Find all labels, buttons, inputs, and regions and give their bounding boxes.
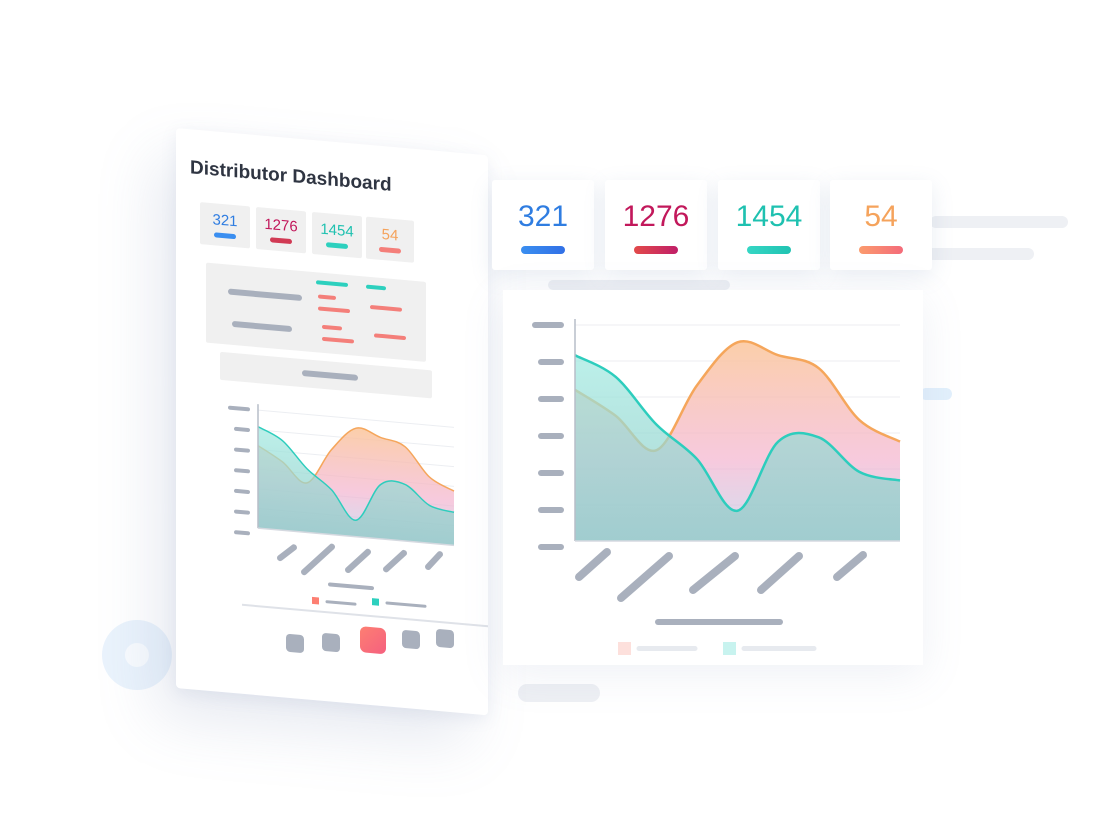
stat-value: 321 (212, 211, 238, 231)
stat-value: 1454 (735, 200, 803, 233)
stat-value: 1454 (320, 220, 354, 241)
series-line (574, 354, 901, 513)
decorative-line (548, 280, 730, 290)
placeholder-text (366, 284, 386, 291)
tab-icon-home[interactable] (286, 633, 304, 654)
y-tick-label (234, 426, 250, 432)
placeholder-text (228, 288, 302, 302)
tab-icon-settings[interactable] (436, 628, 454, 649)
stat-bar (270, 237, 292, 245)
stat-value: 321 (517, 200, 569, 233)
x-tick-label (757, 552, 803, 594)
y-tick-label (234, 447, 250, 453)
stat-bar (747, 246, 791, 254)
stat-card[interactable]: 321 (200, 202, 250, 249)
stat-bar (521, 246, 565, 254)
decorative-line (920, 388, 952, 400)
stat-value: 1276 (264, 215, 298, 236)
legend-label (325, 600, 357, 606)
series-line (257, 426, 455, 521)
stat-value: 54 (864, 200, 898, 233)
desktop-area-chart (532, 319, 901, 655)
stat-card[interactable]: 1276 (256, 206, 306, 254)
decorative-ring (102, 620, 172, 690)
tab-icon-messages[interactable] (402, 629, 420, 650)
series-area (575, 355, 900, 541)
placeholder-text (318, 306, 350, 314)
stat-bar (379, 246, 401, 254)
stat-card[interactable]: 1276 (605, 180, 707, 270)
placeholder-text (302, 370, 358, 381)
legend-swatch (618, 642, 631, 655)
series-area (258, 426, 454, 546)
mobile-screen: Distributor Dashboard 321 1276 1454 54 (176, 128, 488, 716)
decorative-line (930, 216, 1068, 228)
x-tick-label (617, 552, 673, 602)
x-tick-label (301, 543, 335, 576)
mobile-area-chart (228, 404, 455, 608)
placeholder-text (322, 336, 354, 344)
stat-bar (326, 242, 348, 250)
stat-bar (214, 232, 236, 240)
placeholder-text (322, 324, 342, 331)
stat-card[interactable]: 54 (366, 216, 414, 263)
x-tick-label (425, 551, 443, 571)
page-title: Distributor Dashboard (190, 157, 392, 196)
y-tick-label (234, 488, 250, 494)
stat-card[interactable]: 1454 (718, 180, 820, 270)
stat-bar (634, 246, 678, 254)
x-axis (258, 527, 454, 547)
legend-swatch (723, 642, 736, 655)
stat-value: 54 (381, 225, 399, 245)
x-tick-label (689, 552, 739, 594)
placeholder-text (318, 294, 336, 300)
gridline (258, 409, 454, 428)
stat-card[interactable]: 54 (830, 180, 932, 270)
legend-swatch (312, 596, 319, 605)
decorative-line (518, 684, 600, 702)
x-tick-label (833, 551, 867, 581)
stat-bar (859, 246, 903, 254)
x-axis-title (328, 582, 374, 591)
y-tick-label (234, 509, 250, 515)
legend-swatch (372, 598, 379, 606)
tab-icon-active[interactable] (360, 626, 386, 655)
decorative-line (926, 248, 1034, 260)
stat-card[interactable]: 321 (492, 180, 594, 270)
placeholder-text (232, 320, 292, 333)
x-tick-label (383, 549, 407, 573)
x-tick-label (277, 544, 297, 562)
tab-icon-reports[interactable] (322, 632, 340, 653)
x-tick-label (345, 548, 371, 574)
y-tick-label (234, 530, 250, 536)
y-tick-label (228, 405, 250, 412)
placeholder-text (374, 333, 406, 341)
placeholder-text (370, 304, 402, 312)
summary-panel (206, 262, 426, 362)
stat-card[interactable]: 1454 (312, 211, 362, 259)
legend-label (385, 601, 427, 608)
mobile-device: Distributor Dashboard 321 1276 1454 54 (176, 128, 496, 716)
stat-value: 1276 (622, 200, 690, 233)
x-tick-label (575, 548, 611, 581)
y-tick-label (234, 468, 250, 474)
placeholder-text (316, 280, 348, 288)
